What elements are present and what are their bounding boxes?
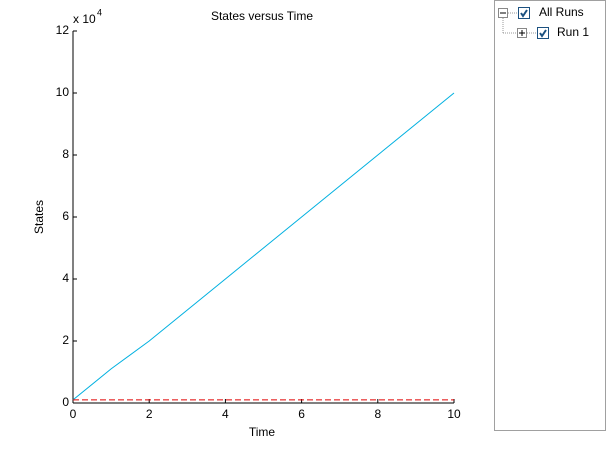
expand-toggle[interactable] — [517, 28, 527, 38]
tree-item[interactable]: Run 1 — [557, 25, 589, 39]
tree-item[interactable]: All Runs — [539, 5, 584, 19]
checkbox[interactable] — [537, 27, 549, 39]
x-tick-label: 8 — [374, 407, 381, 421]
chart-title: States versus Time — [211, 9, 313, 23]
x-tick-label: 0 — [70, 407, 77, 421]
y-tick-label: 10 — [56, 85, 70, 99]
y-exponent-base: x 10 — [73, 12, 96, 26]
y-tick-label: 2 — [62, 333, 69, 347]
x-tick-label: 10 — [447, 407, 461, 421]
tree-panel: All Runs Run 1 — [494, 0, 606, 431]
y-axis-label: States — [32, 200, 46, 234]
y-tick-label: 8 — [62, 147, 69, 161]
y-tick-label: 12 — [56, 23, 70, 37]
collapse-toggle[interactable] — [498, 8, 508, 18]
checkbox[interactable] — [518, 7, 530, 19]
x-axis-label: Time — [249, 425, 276, 439]
y-tick-label: 4 — [62, 271, 69, 285]
y-tick-label: 0 — [62, 395, 69, 409]
series-line — [72, 92, 455, 401]
x-tick-label: 2 — [146, 407, 153, 421]
y-tick-label: 6 — [62, 209, 69, 223]
panel-border — [494, 0, 606, 431]
x-tick-label: 4 — [222, 407, 229, 421]
y-exponent-power: 4 — [97, 7, 102, 17]
x-tick-label: 6 — [298, 407, 305, 421]
